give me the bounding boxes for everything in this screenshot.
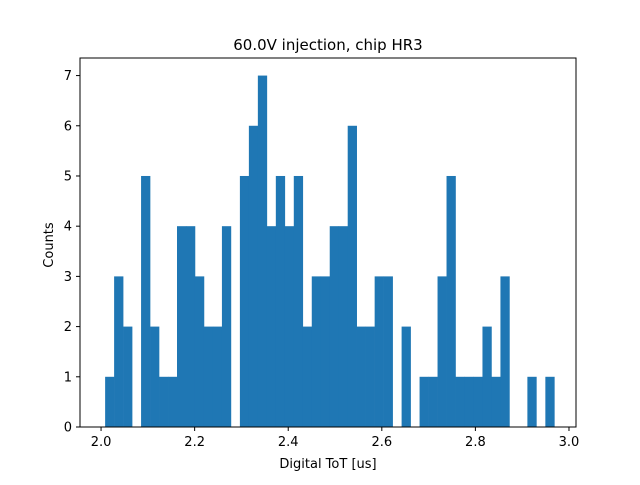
histogram-bar (203, 326, 214, 427)
histogram-bar (212, 326, 223, 427)
histogram-bar (527, 376, 537, 427)
histogram-bar (419, 376, 429, 427)
y-tick-label: 0 (64, 421, 72, 436)
histogram-bar (141, 175, 151, 427)
histogram-bar (401, 326, 411, 427)
histogram-bar (123, 326, 133, 427)
x-tick-label: 2.4 (278, 435, 299, 450)
y-tick-label: 5 (64, 169, 72, 184)
y-tick-label: 6 (64, 119, 72, 134)
x-ticks: 2.0 2.2 2.4 2.6 2.8 3.0 (91, 427, 580, 450)
histogram-bar (545, 376, 555, 427)
x-tick-label: 2.0 (91, 435, 112, 450)
histogram-bar (194, 276, 205, 427)
plot-frame (79, 57, 577, 428)
histogram-bar (239, 175, 250, 427)
histogram-bar (150, 326, 160, 427)
histogram-bar (257, 75, 268, 428)
y-tick-label: 4 (64, 220, 72, 235)
x-tick-label: 2.2 (184, 435, 205, 450)
histogram-bar (266, 226, 277, 427)
x-tick-label: 3.0 (559, 435, 580, 450)
histogram-bar (105, 376, 115, 427)
histogram-bar (347, 125, 357, 427)
histogram-bar (437, 276, 447, 427)
histogram-bar (446, 175, 456, 427)
y-tick-label: 2 (64, 320, 72, 335)
y-tick-label: 3 (64, 270, 72, 285)
histogram-bar (248, 125, 259, 427)
histogram-bar (168, 376, 178, 427)
bars-layer (105, 75, 555, 428)
histogram-bar (473, 376, 483, 427)
y-ticks: 0 1 2 3 4 5 6 7 (64, 69, 80, 436)
histogram-bar (320, 276, 331, 427)
histogram-bar (311, 276, 322, 427)
histogram-bar (356, 326, 366, 427)
x-tick-label: 2.8 (465, 435, 486, 450)
histogram-bar (365, 326, 375, 427)
chart-title: 60.0V injection, chip HR3 (233, 36, 422, 54)
histogram-bar (464, 376, 474, 427)
y-tick-label: 1 (64, 370, 72, 385)
histogram-bar (275, 175, 286, 427)
histogram-bar (159, 376, 169, 427)
histogram-bar (338, 226, 348, 427)
histogram-bar (221, 226, 232, 427)
histogram-bar (177, 226, 187, 427)
y-tick-label: 7 (64, 69, 72, 84)
histogram-bar (293, 175, 304, 427)
histogram-bar (114, 276, 124, 427)
x-tick-label: 2.6 (371, 435, 392, 450)
histogram-bar (491, 376, 501, 427)
histogram-bar (428, 376, 438, 427)
histogram-bar (500, 276, 510, 427)
histogram-bar (284, 226, 295, 427)
histogram-bar (185, 226, 196, 427)
histogram-bar (455, 376, 465, 427)
y-axis-label: Counts (42, 222, 57, 268)
histogram-bar (374, 276, 384, 427)
x-axis-label: Digital ToT [us] (279, 457, 376, 472)
histogram-bar (383, 276, 393, 427)
histogram-bar (302, 326, 313, 427)
histogram-bar (329, 226, 340, 427)
histogram-bar (482, 326, 492, 427)
